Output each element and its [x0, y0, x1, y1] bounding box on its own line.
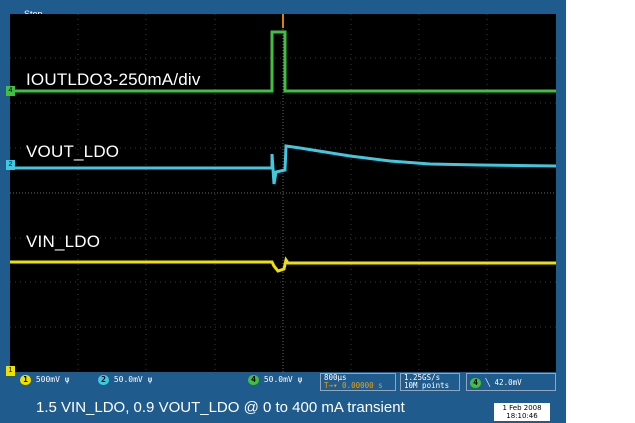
current-trace-label: IOUTLDO3-250mA/div [26, 70, 201, 89]
waveform-display: IOUTLDO3-250mA/div VOUT_LDO VIN_LDO [10, 14, 556, 372]
ch1-bw-glyph: ψ [64, 375, 70, 384]
figure-caption: 1.5 VIN_LDO, 0.9 VOUT_LDO @ 0 to 400 mA … [36, 399, 405, 416]
vout-trace-label: VOUT_LDO [26, 142, 120, 161]
ch2-badge: 2 [98, 375, 109, 385]
date-day: 1 Feb 2008 [502, 404, 542, 412]
ch4-ground-marker[interactable]: 4 [6, 86, 15, 96]
trigger-readout[interactable]: 4 ╲ 42.0mV [466, 373, 556, 391]
timebase-value: 800μs [324, 373, 347, 382]
channel-status-bar: 1 500mV ψ 2 50.0mV ψ 4 50.0mV ψ [8, 373, 556, 391]
ch4-setting[interactable]: 4 50.0mV ψ [248, 375, 302, 385]
trigger-level: 42.0mV [494, 378, 522, 387]
ch1-ground-marker[interactable]: 1 [6, 366, 15, 376]
waveform-canvas [10, 14, 556, 372]
ch2-vout-trace [10, 144, 556, 185]
ch1-setting[interactable]: 1 500mV ψ [20, 375, 70, 385]
ch4-scale: 50.0mV [263, 375, 293, 384]
ch4-badge: 4 [248, 375, 259, 385]
trigger-source-badge: 4 [470, 378, 481, 388]
ch4-current-trace [10, 30, 556, 93]
acquisition-readout[interactable]: 1.25GS/s 10M points [400, 373, 460, 391]
ch1-badge: 1 [20, 375, 31, 385]
ch2-ground-marker[interactable]: 2 [6, 160, 15, 170]
ch4-bw-glyph: ψ [297, 375, 303, 384]
ch2-scale: 50.0mV [113, 375, 143, 384]
date-stamp: 1 Feb 2008 18:10:46 [494, 403, 550, 421]
vin-trace-label: VIN_LDO [26, 232, 101, 251]
record-length: 10M points [404, 381, 450, 390]
ch1-scale: 500mV [35, 375, 60, 384]
ch1-vin-trace [10, 256, 556, 273]
trigger-position: T→▾ 0.00000 s [324, 381, 383, 390]
date-time: 18:10:46 [506, 412, 538, 420]
trigger-slope-icon: ╲ [485, 378, 491, 387]
ch2-bw-glyph: ψ [147, 375, 153, 384]
timebase-readout[interactable]: 800μs T→▾ 0.00000 s [320, 373, 396, 391]
sample-rate: 1.25GS/s [404, 373, 441, 382]
ch2-setting[interactable]: 2 50.0mV ψ [98, 375, 152, 385]
